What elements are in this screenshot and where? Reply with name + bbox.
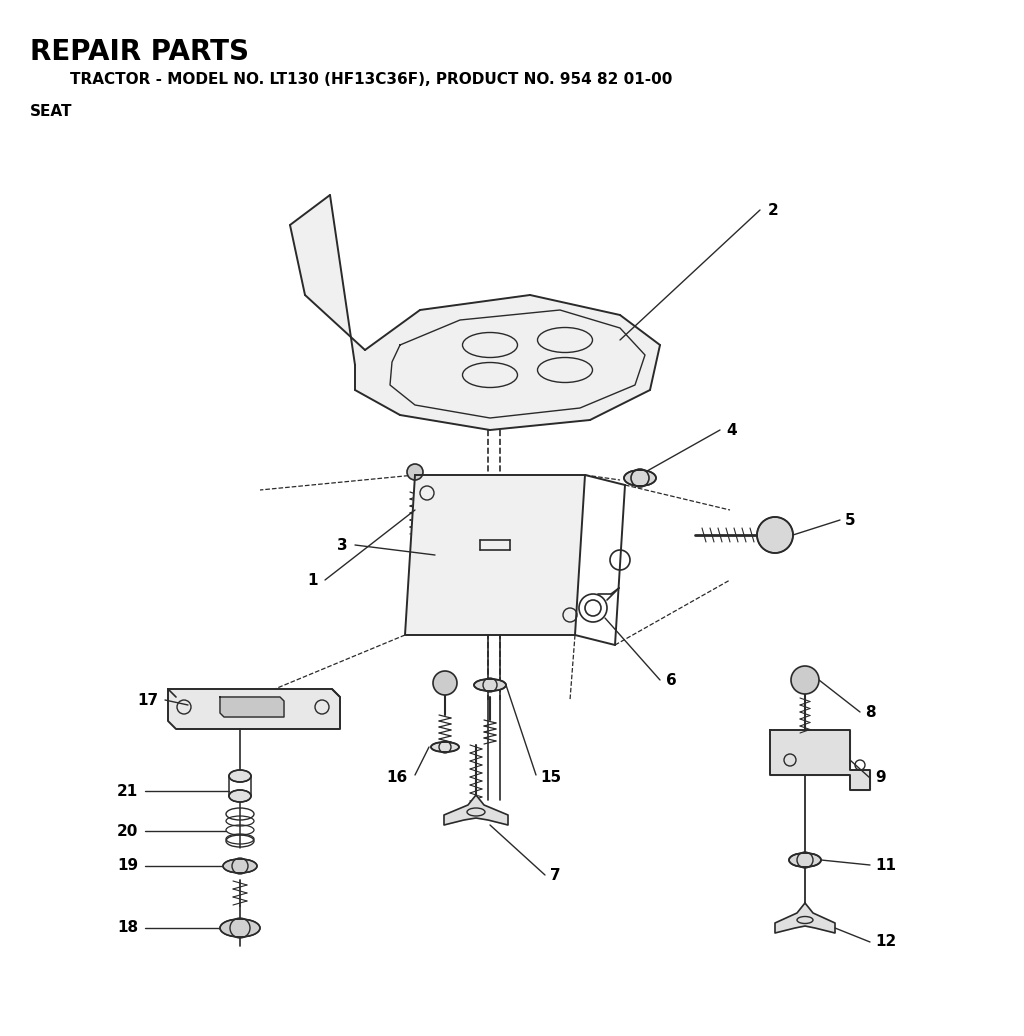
Text: 5: 5 xyxy=(845,513,856,527)
Polygon shape xyxy=(775,903,835,933)
Text: 2: 2 xyxy=(768,202,778,218)
Ellipse shape xyxy=(431,742,459,752)
Text: 16: 16 xyxy=(387,771,408,785)
Polygon shape xyxy=(444,795,508,825)
Text: TRACTOR - MODEL NO. LT130 (HF13C36F), PRODUCT NO. 954 82 01-00: TRACTOR - MODEL NO. LT130 (HF13C36F), PR… xyxy=(70,71,673,87)
Circle shape xyxy=(757,517,793,553)
Polygon shape xyxy=(220,697,284,717)
Ellipse shape xyxy=(790,853,821,867)
Text: 15: 15 xyxy=(540,771,561,785)
Text: 17: 17 xyxy=(137,692,158,708)
Text: 9: 9 xyxy=(874,771,886,785)
Text: 6: 6 xyxy=(666,672,677,688)
Text: 19: 19 xyxy=(117,859,138,873)
Text: 11: 11 xyxy=(874,858,896,872)
Polygon shape xyxy=(770,730,870,790)
Ellipse shape xyxy=(223,859,257,873)
Text: 18: 18 xyxy=(117,921,138,936)
Circle shape xyxy=(433,671,457,695)
Ellipse shape xyxy=(229,790,251,802)
Text: 12: 12 xyxy=(874,934,896,950)
Text: 4: 4 xyxy=(726,423,736,437)
Polygon shape xyxy=(168,689,340,729)
Text: REPAIR PARTS: REPAIR PARTS xyxy=(30,38,249,66)
Polygon shape xyxy=(406,474,585,635)
Ellipse shape xyxy=(474,679,506,691)
Text: 20: 20 xyxy=(117,824,138,838)
Text: 8: 8 xyxy=(865,704,876,719)
Ellipse shape xyxy=(624,470,656,486)
Circle shape xyxy=(407,464,423,480)
Text: SEAT: SEAT xyxy=(30,104,73,119)
Ellipse shape xyxy=(220,919,260,937)
Text: 3: 3 xyxy=(337,538,348,552)
Text: 7: 7 xyxy=(550,867,560,883)
Polygon shape xyxy=(290,195,660,430)
Ellipse shape xyxy=(229,770,251,782)
Text: 21: 21 xyxy=(117,783,138,799)
Circle shape xyxy=(791,666,819,694)
Text: 1: 1 xyxy=(307,573,318,587)
